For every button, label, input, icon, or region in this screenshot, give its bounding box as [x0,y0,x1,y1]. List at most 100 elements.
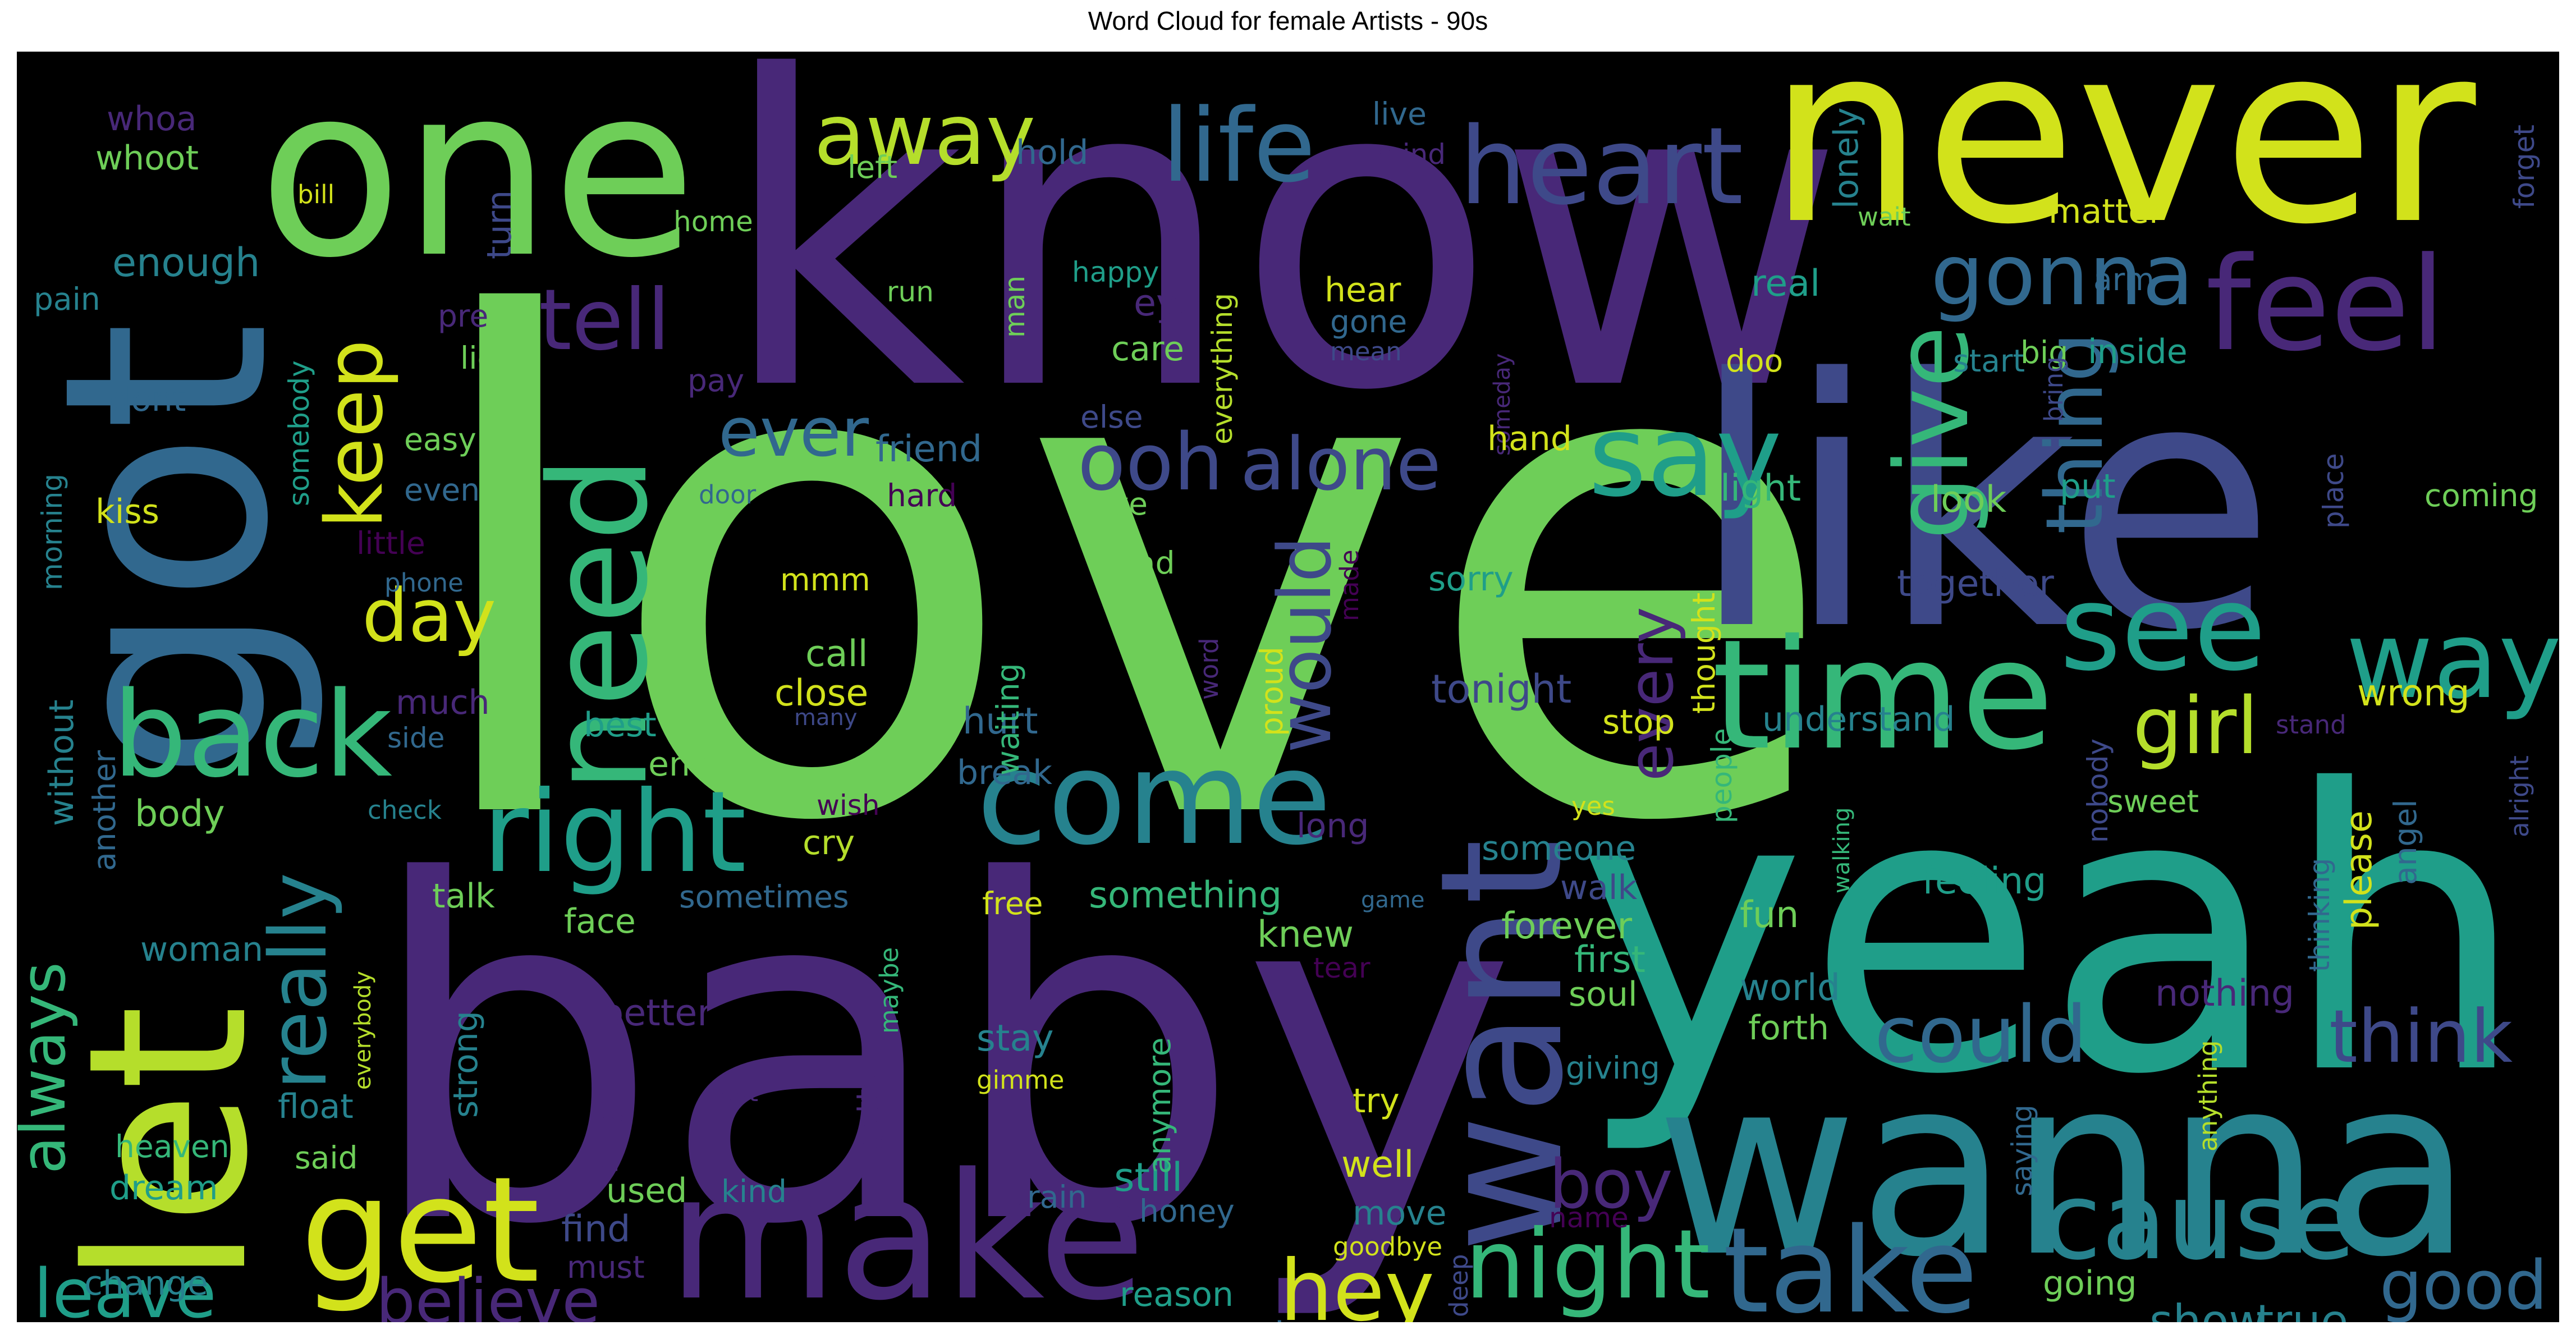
word-leave: leave [34,1255,217,1322]
word-nothing: nothing [2155,973,2294,1015]
word-honey: honey [1139,1193,1235,1229]
word-anything: anything [2193,1040,2223,1152]
word-look: look [1931,479,2007,521]
word-friend: friend [876,428,982,470]
word-stand: stand [2276,710,2346,740]
word-change: change [84,1264,208,1303]
word-eye: eye [1134,282,1200,324]
word-light: light [1720,467,1801,510]
word-walking: walking [1829,808,1855,893]
word-gotta: gotta [850,1070,886,1152]
word-mean: mean [1330,337,1402,366]
word-one: one [258,52,697,310]
word-make: make [668,1136,1145,1322]
word-angel: angel [2387,799,2423,885]
word-real: real [1751,263,1820,305]
word-gone: gone [1330,304,1407,340]
word-see: see [2060,560,2266,697]
word-ever: ever [718,394,869,472]
word-heart: heart [1459,104,1743,228]
word-try: try [1353,1081,1400,1121]
word-love: love [415,180,1839,970]
word-always: always [17,962,79,1174]
word-game: game [1361,887,1424,913]
word-phone: phone [384,568,464,598]
word-care: care [1111,329,1184,369]
word-deep: deep [1444,1254,1474,1318]
word-goodbye: goodbye [1333,1232,1442,1262]
word-time: time [1712,607,2054,783]
word-feel: feel [2206,230,2446,380]
word-lie: lie [460,340,496,376]
word-better: better [601,992,712,1034]
word-come: come [977,724,1332,874]
word-gimme: gimme [977,1065,1064,1095]
word-kind: kind [721,1173,787,1209]
word-body: body [135,793,225,835]
word-stay: stay [977,1017,1054,1060]
word-people: people [1706,728,1738,823]
word-anymore: anymore [1142,1037,1177,1174]
word-every: every [1615,607,1687,781]
word-call: call [805,633,868,675]
word-close: close [774,672,868,714]
word-bad: bad [1117,545,1175,581]
word-break: break [957,753,1052,792]
word-little: little [356,525,425,561]
word-alright: alright [2505,755,2534,837]
word-day: day [362,573,496,658]
word-forever: forever [1501,905,1632,947]
word-show: show [2149,1295,2266,1322]
word-feeling: feeling [1922,860,2046,902]
word-wanna: wanna [1656,1024,2473,1311]
word-find: find [561,1208,630,1250]
word-wait: wait [1858,202,1911,232]
word-get: get [300,1146,540,1315]
word-talk: talk [432,877,495,916]
word-coming: coming [2424,478,2538,513]
word-used: used [606,1171,687,1210]
word-hurt: hurt [962,700,1038,742]
word-girl: girl [2133,681,2258,772]
word-check: check [368,795,442,825]
word-mmm: mmm [780,562,870,598]
word-going: going [2043,1264,2137,1303]
word-wrong: wrong [2357,672,2470,714]
word-someone: someone [1482,829,1636,868]
word-somebody: somebody [283,360,315,506]
word-face: face [564,902,636,941]
word-made: made [1335,549,1364,621]
word-whoa: whoa [107,99,197,139]
word-wish: wish [817,789,880,822]
word-another: another [86,750,122,871]
word-really: really [253,873,345,1090]
word-inside: inside [2088,332,2188,372]
word-might: might [586,1076,626,1174]
word-arm: arm [2093,262,2155,297]
word-hold: hold [1016,133,1089,172]
word-walk: walk [1560,868,1638,907]
word-doo: doo [1726,343,1783,379]
word-giving: giving [1566,1050,1660,1086]
word-want: want [1404,839,1600,1253]
word-away: away [814,86,1035,184]
word-free: free [982,886,1043,921]
word-end: end [648,745,712,784]
word-tear: tear [1313,952,1370,984]
word-like: like [1689,306,2276,705]
word-something: something [1089,874,1282,916]
word-true: true [2256,1295,2348,1322]
word-pre: pre [438,298,488,334]
word-last: last [713,1077,758,1107]
word-got: got [17,322,330,781]
word-home: home [673,205,753,238]
word-put: put [2060,467,2116,506]
word-never: never [1768,52,2478,278]
word-hey: hey [1280,1242,1434,1322]
word-much: much [396,683,490,722]
word-could: could [1874,989,2087,1081]
word-strong: strong [446,1011,485,1118]
word-nothin: nothin [873,1319,971,1322]
word-whoot: whoot [95,139,199,178]
